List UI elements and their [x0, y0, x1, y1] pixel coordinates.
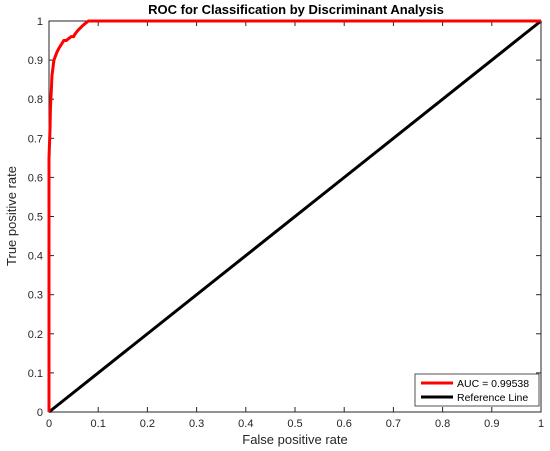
y-tick-label: 0.3	[28, 290, 43, 302]
x-tick-label: 0.2	[140, 418, 155, 430]
y-tick-label: 0.8	[28, 94, 43, 106]
y-tick-label: 0.5	[28, 212, 43, 224]
x-tick-label: 1	[538, 418, 544, 430]
x-tick-label: 0.1	[91, 418, 106, 430]
legend-label-auc: AUC = 0.99538	[457, 378, 529, 390]
x-tick-label: 0.4	[238, 418, 253, 430]
x-tick-label: 0.3	[189, 418, 204, 430]
x-tick-label: 0.5	[287, 418, 302, 430]
y-tick-label: 0.9	[28, 55, 43, 67]
x-tick-label: 0.8	[435, 418, 450, 430]
x-tick-label: 0	[46, 418, 52, 430]
legend: AUC = 0.99538 Reference Line	[414, 373, 540, 407]
legend-box	[414, 373, 540, 407]
y-tick-label: 0.6	[28, 172, 43, 184]
y-tick-label: 0.4	[28, 251, 43, 263]
y-tick-label: 0.1	[28, 368, 43, 380]
y-tick-label: 1	[37, 16, 43, 28]
chart-title: ROC for Classification by Discriminant A…	[148, 2, 444, 17]
series-layer	[47, 19, 542, 414]
y-tick-label: 0.2	[28, 329, 43, 341]
legend-label-reference: Reference Line	[457, 392, 528, 404]
reference-line	[48, 19, 542, 414]
x-axis-label: False positive rate	[242, 432, 348, 447]
x-tick-label: 0.9	[484, 418, 499, 430]
x-tick-label: 0.6	[337, 418, 352, 430]
roc-curve-line	[47, 19, 541, 412]
x-axis-ticks: 0 0.1 0.2 0.3 0.4 0.5 0.6 0.7 0.8 0.9 1	[46, 21, 544, 430]
x-tick-label: 0.7	[386, 418, 401, 430]
y-tick-label: 0.7	[28, 133, 43, 145]
y-tick-label: 0	[37, 407, 43, 419]
y-axis-label: True positive rate	[4, 166, 19, 266]
